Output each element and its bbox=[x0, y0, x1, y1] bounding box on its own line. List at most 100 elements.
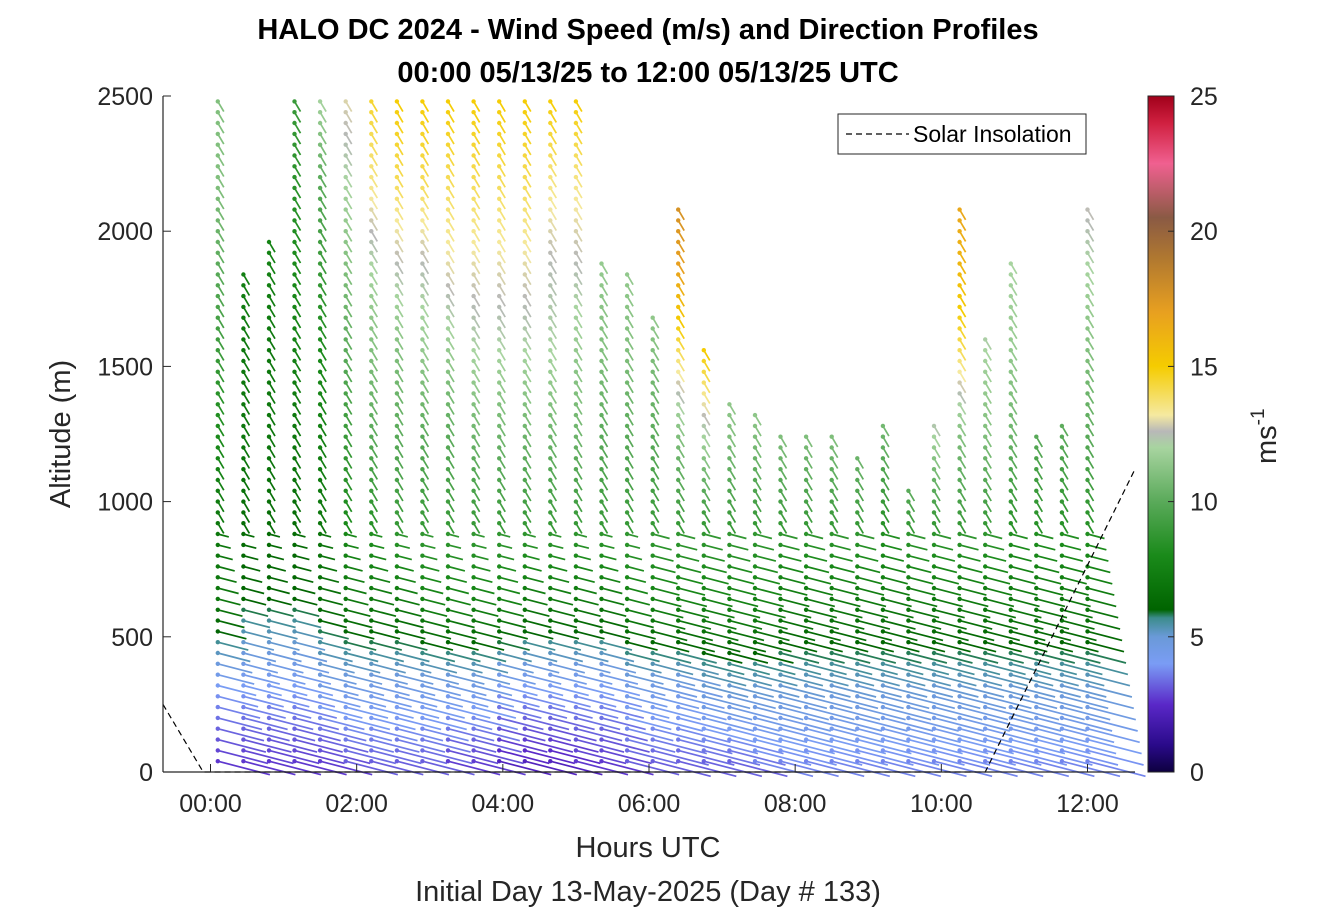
wind-barb bbox=[857, 706, 906, 721]
wind-barb-head bbox=[369, 326, 374, 331]
wind-barb-head bbox=[1008, 412, 1013, 418]
wind-barb-head bbox=[983, 618, 988, 623]
wind-barb bbox=[294, 662, 330, 674]
wind-barb-head bbox=[343, 261, 348, 266]
wind-barb bbox=[345, 544, 359, 550]
wind-barb bbox=[1010, 608, 1042, 619]
wind-barb-head bbox=[471, 239, 476, 245]
wind-barb-head bbox=[241, 531, 246, 537]
wind-barb bbox=[677, 717, 729, 732]
wind-barb-head bbox=[394, 467, 400, 472]
wind-barb bbox=[984, 533, 1003, 540]
wind-barb bbox=[447, 652, 481, 663]
wind-barb-head bbox=[292, 629, 297, 634]
wind-barb-head bbox=[317, 380, 323, 385]
wind-barb-head bbox=[343, 218, 348, 223]
wind-barb-head bbox=[752, 726, 758, 731]
wind-barb-head bbox=[803, 683, 809, 688]
wind-barb bbox=[1061, 641, 1099, 653]
wind-barb-head bbox=[906, 585, 911, 591]
wind-barb bbox=[345, 673, 383, 685]
wind-barb-head bbox=[855, 607, 860, 612]
wind-barb-head bbox=[266, 467, 272, 472]
wind-barb-head bbox=[803, 629, 809, 634]
wind-barb-head bbox=[829, 704, 834, 710]
wind-barb-head bbox=[266, 618, 272, 623]
wind-barb bbox=[345, 630, 375, 640]
wind-barb-head bbox=[752, 423, 758, 429]
wind-barb bbox=[831, 576, 857, 585]
wind-barb bbox=[524, 587, 546, 595]
wind-barb bbox=[1061, 749, 1119, 766]
wind-barb-head bbox=[701, 456, 706, 461]
wind-barb-head bbox=[369, 650, 374, 656]
wind-barb-head bbox=[727, 759, 732, 764]
wind-barb-head bbox=[599, 499, 604, 504]
wind-barb-head bbox=[957, 456, 962, 461]
wind-barb-head bbox=[497, 640, 502, 645]
wind-barb-head bbox=[752, 456, 758, 461]
wind-barb-head bbox=[292, 564, 297, 569]
wind-barb bbox=[1036, 587, 1064, 596]
wind-barb-head bbox=[931, 629, 937, 634]
wind-barb bbox=[371, 749, 422, 765]
wind-barb bbox=[959, 641, 997, 653]
y-tick-label: 1500 bbox=[97, 353, 153, 381]
wind-barb-head bbox=[880, 510, 886, 515]
wind-barb-head bbox=[1034, 531, 1039, 537]
wind-barb-head bbox=[931, 521, 937, 526]
wind-barb-head bbox=[317, 391, 323, 396]
wind-barb-head bbox=[292, 661, 297, 666]
wind-barb-head bbox=[497, 337, 502, 342]
wind-barb bbox=[601, 544, 615, 550]
wind-barb-head bbox=[369, 542, 374, 548]
wind-barb-head bbox=[343, 391, 348, 396]
wind-barb-head bbox=[317, 369, 323, 374]
wind-barb-head bbox=[292, 110, 297, 115]
wind-barb-head bbox=[420, 391, 425, 396]
wind-barb-head bbox=[343, 715, 348, 721]
wind-barb-head bbox=[752, 683, 758, 688]
wind-barb-head bbox=[1008, 553, 1013, 558]
wind-barb bbox=[268, 706, 312, 719]
wind-barb-head bbox=[957, 293, 962, 299]
wind-barb-head bbox=[343, 456, 348, 461]
wind-barb-head bbox=[471, 759, 476, 764]
wind-barb-head bbox=[266, 737, 272, 742]
wind-barb-head bbox=[241, 683, 246, 688]
wind-barb-head bbox=[215, 661, 220, 666]
wind-barb bbox=[601, 608, 627, 618]
wind-barb bbox=[729, 717, 780, 732]
wind-barb-head bbox=[676, 229, 681, 234]
wind-barb-head bbox=[445, 412, 451, 418]
wind-barb-head bbox=[778, 521, 783, 526]
wind-barb bbox=[677, 630, 714, 642]
wind-barb bbox=[319, 727, 367, 742]
wind-barb-head bbox=[292, 326, 297, 331]
wind-barb-head bbox=[548, 229, 553, 234]
wind-barb bbox=[626, 662, 662, 674]
wind-barb-head bbox=[522, 174, 527, 180]
wind-barb bbox=[754, 565, 779, 574]
wind-barb-head bbox=[343, 575, 348, 580]
wind-barb bbox=[268, 554, 285, 561]
wind-barb bbox=[677, 576, 704, 585]
wind-barb-head bbox=[727, 672, 732, 677]
wind-barb-head bbox=[676, 737, 681, 742]
x-axis-sublabel: Initial Day 13-May-2025 (Day # 133) bbox=[415, 876, 881, 908]
wind-barb-head bbox=[676, 640, 681, 645]
wind-barb bbox=[524, 598, 548, 606]
wind-barb-head bbox=[369, 358, 374, 364]
wind-barb bbox=[473, 544, 487, 550]
wind-barb-head bbox=[241, 759, 246, 764]
wind-barb-head bbox=[215, 153, 220, 158]
wind-barb-head bbox=[497, 650, 502, 656]
wind-barb bbox=[805, 619, 840, 630]
wind-barb-head bbox=[1008, 293, 1013, 299]
wind-barb-head bbox=[1059, 737, 1065, 742]
wind-barb-head bbox=[445, 704, 451, 710]
wind-barb bbox=[550, 684, 589, 697]
wind-barb bbox=[422, 641, 454, 651]
wind-barb-head bbox=[727, 694, 732, 699]
wind-barb bbox=[447, 630, 477, 640]
